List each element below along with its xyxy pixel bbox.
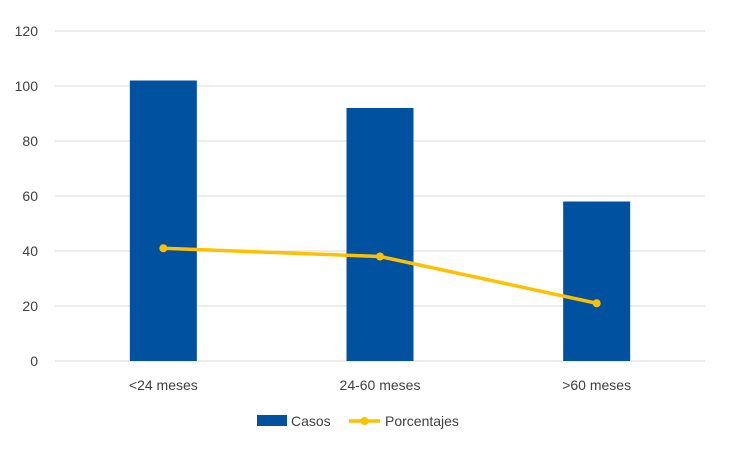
point-porcentajes <box>159 244 168 253</box>
y-tick-label: 120 <box>15 23 39 39</box>
x-tick-label: >60 meses <box>562 377 631 393</box>
x-tick-label: 24-60 meses <box>340 377 421 393</box>
x-axis-ticks: <24 meses 24-60 meses >60 meses <box>129 377 631 393</box>
y-tick-label: 80 <box>22 133 38 149</box>
legend-swatch-casos <box>257 415 287 426</box>
bar-casos <box>563 201 631 361</box>
y-tick-label: 20 <box>22 298 38 314</box>
y-tick-label: 60 <box>22 188 38 204</box>
legend-marker-porcentajes <box>360 417 369 425</box>
x-tick-label: <24 meses <box>129 377 198 393</box>
point-porcentajes <box>376 252 384 261</box>
legend-label-porcentajes: Porcentajes <box>385 413 459 429</box>
y-tick-label: 0 <box>30 353 38 369</box>
bar-casos <box>129 80 197 361</box>
y-tick-label: 100 <box>15 78 39 94</box>
legend: Casos Porcentajes <box>257 413 459 429</box>
point-porcentajes <box>592 299 601 308</box>
bar-casos <box>346 108 414 361</box>
y-tick-label: 40 <box>22 243 38 259</box>
y-axis-ticks: 0 20 40 60 80 100 120 <box>15 23 39 369</box>
line-series <box>159 244 601 308</box>
legend-label-casos: Casos <box>291 413 331 429</box>
bars <box>129 80 631 361</box>
